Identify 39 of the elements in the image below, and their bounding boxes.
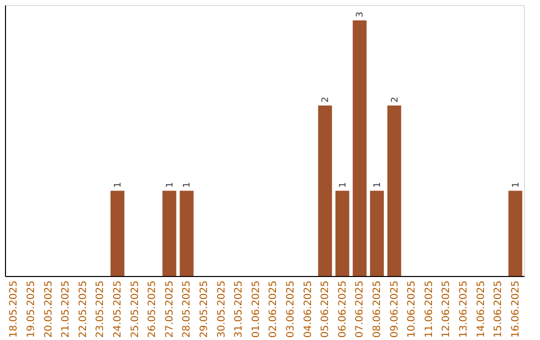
- x-tick-label: 28.05.2025: [182, 280, 193, 338]
- data-label: 2: [390, 96, 400, 103]
- x-tick-label: 08.06.2025: [372, 280, 383, 338]
- data-label: 1: [338, 182, 348, 188]
- x-tick-label: 29.05.2025: [198, 280, 210, 338]
- x-tick-label: 12.06.2025: [441, 280, 452, 338]
- x-tick-label: 23.05.2025: [95, 280, 106, 338]
- x-tick-label: 18.05.2025: [8, 280, 20, 338]
- x-tick-label: 02.06.2025: [268, 280, 280, 338]
- x-tick-label: 03.06.2025: [285, 280, 296, 338]
- x-tick-label: 26.05.2025: [147, 280, 158, 338]
- data-label: 3: [356, 12, 366, 18]
- x-tick-label: 24.05.2025: [112, 280, 124, 338]
- x-tick-label: 13.06.2025: [458, 280, 470, 338]
- x-tick-label: 20.05.2025: [43, 280, 54, 338]
- x-tick-label: 30.05.2025: [216, 280, 228, 338]
- x-tick-label: 16.06.2025: [510, 280, 522, 338]
- data-label: 1: [182, 182, 193, 188]
- x-tick-label: 11.06.2025: [424, 280, 435, 338]
- x-tick-label: 21.05.2025: [60, 280, 72, 338]
- x-tick-label: 14.06.2025: [476, 280, 487, 338]
- x-tick-label: 06.06.2025: [337, 280, 348, 338]
- x-tick-label: 31.05.2025: [234, 280, 245, 338]
- x-tick-label: 22.05.2025: [78, 280, 89, 338]
- x-tick-label: 04.06.2025: [302, 280, 314, 338]
- x-tick-label: 05.06.2025: [320, 280, 332, 338]
- x-tick-label: 19.05.2025: [26, 280, 37, 338]
- data-label: 1: [113, 182, 124, 188]
- x-tick-label: 07.06.2025: [354, 280, 366, 338]
- x-tick-label: 25.05.2025: [130, 280, 141, 338]
- data-label: 1: [372, 182, 383, 188]
- x-tick-label: 15.06.2025: [493, 280, 504, 338]
- x-tick-label: 27.05.2025: [164, 280, 176, 338]
- x-tick-label: 09.06.2025: [389, 280, 400, 338]
- x-tick-label: 10.06.2025: [406, 280, 418, 338]
- data-label: 1: [165, 182, 176, 188]
- data-label: 1: [511, 182, 522, 188]
- data-label: 2: [321, 96, 332, 103]
- x-tick-label: 01.06.2025: [250, 280, 262, 338]
